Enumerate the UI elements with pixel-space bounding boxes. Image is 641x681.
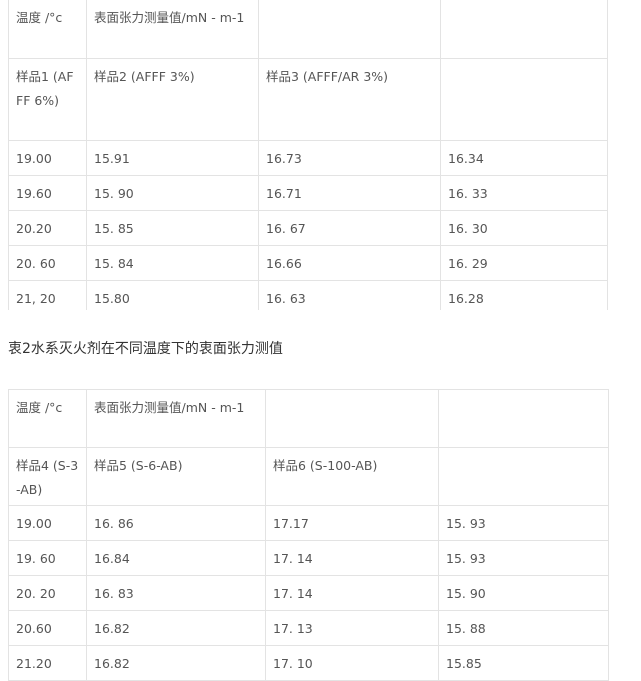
table-row: 20.20 15. 85 16. 67 16. 30	[8, 210, 608, 246]
cell: 19.00	[8, 505, 87, 541]
table-row: 19. 60 16.84 17. 14 15. 93	[8, 540, 609, 576]
header-cell: 表面张力测量值/mN - m-1	[86, 0, 259, 59]
surface-tension-table-1: 温度 /°c 表面张力测量值/mN - m-1 样品1 (AFFF 6%) 样品…	[8, 0, 608, 310]
table1-container: 温度 /°c 表面张力测量值/mN - m-1 样品1 (AFFF 6%) 样品…	[0, 0, 641, 310]
cell: 15. 84	[86, 245, 259, 281]
cell: 15. 93	[438, 540, 609, 576]
sample-cell: 样品1 (AFFF 6%)	[8, 58, 87, 141]
cell: 17. 14	[265, 575, 439, 611]
table-caption: 衷2水系灭火剂在不同温度下的衷面张力测值	[8, 341, 283, 357]
header-cell	[258, 0, 441, 59]
cell: 15. 93	[438, 505, 609, 541]
cell: 15. 90	[438, 575, 609, 611]
sample-row: 样品4 (S-3-AB) 样品5 (S-6-AB) 样品6 (S-100-AB)	[8, 447, 609, 506]
cell: 19.60	[8, 175, 87, 211]
cell: 16. 30	[440, 210, 608, 246]
table-row: 20. 20 16. 83 17. 14 15. 90	[8, 575, 609, 611]
cell: 16.34	[440, 140, 608, 176]
cell: 17. 13	[265, 610, 439, 646]
sample-cell: 样品5 (S-6-AB)	[86, 447, 266, 506]
header-cell	[438, 389, 609, 448]
sample-cell	[438, 447, 609, 506]
cell: 15.85	[438, 645, 609, 681]
cell: 16. 83	[86, 575, 266, 611]
cell: 16. 33	[440, 175, 608, 211]
sample-cell: 样品4 (S-3-AB)	[8, 447, 87, 506]
cell: 19.00	[8, 140, 87, 176]
cell: 15.91	[86, 140, 259, 176]
cell: 20. 20	[8, 575, 87, 611]
table-row: 19.00 16. 86 17.17 15. 93	[8, 505, 609, 541]
sample-row: 样品1 (AFFF 6%) 样品2 (AFFF 3%) 样品3 (AFFF/AR…	[8, 58, 608, 141]
cell: 16. 86	[86, 505, 266, 541]
header-cell: 温度 /°c	[8, 389, 87, 448]
cell: 21, 20	[8, 280, 87, 310]
cell: 16. 63	[258, 280, 441, 310]
cell: 20.60	[8, 610, 87, 646]
cell: 16.84	[86, 540, 266, 576]
cell: 21.20	[8, 645, 87, 681]
cell: 15.80	[86, 280, 259, 310]
cell: 17.17	[265, 505, 439, 541]
header-cell	[265, 389, 439, 448]
table-row: 19.00 15.91 16.73 16.34	[8, 140, 608, 176]
cell: 16.82	[86, 610, 266, 646]
table-row: 21.20 16.82 17. 10 15.85	[8, 645, 609, 681]
sample-cell: 样品6 (S-100-AB)	[265, 447, 439, 506]
header-row: 温度 /°c 表面张力测量值/mN - m-1	[8, 389, 609, 448]
cell: 20. 60	[8, 245, 87, 281]
header-cell	[440, 0, 608, 59]
cell: 16.82	[86, 645, 266, 681]
table-row: 20. 60 15. 84 16.66 16. 29	[8, 245, 608, 281]
cell: 16.28	[440, 280, 608, 310]
surface-tension-table-2: 温度 /°c 表面张力测量值/mN - m-1 样品4 (S-3-AB) 样品5…	[8, 389, 609, 681]
sample-cell: 样品2 (AFFF 3%)	[86, 58, 259, 141]
table-row: 20.60 16.82 17. 13 15. 88	[8, 610, 609, 646]
cell: 15. 88	[438, 610, 609, 646]
header-row: 温度 /°c 表面张力测量值/mN - m-1	[8, 0, 608, 59]
cell: 17. 10	[265, 645, 439, 681]
table-row: 21, 20 15.80 16. 63 16.28	[8, 280, 608, 310]
cell: 15. 85	[86, 210, 259, 246]
cell: 17. 14	[265, 540, 439, 576]
sample-cell: 样品3 (AFFF/AR 3%)	[258, 58, 441, 141]
cell: 16. 67	[258, 210, 441, 246]
sample-cell	[440, 58, 608, 141]
cell: 16.73	[258, 140, 441, 176]
cell: 19. 60	[8, 540, 87, 576]
header-cell: 温度 /°c	[8, 0, 87, 59]
table-row: 19.60 15. 90 16.71 16. 33	[8, 175, 608, 211]
header-cell: 表面张力测量值/mN - m-1	[86, 389, 266, 448]
cell: 15. 90	[86, 175, 259, 211]
cell: 16.71	[258, 175, 441, 211]
cell: 20.20	[8, 210, 87, 246]
cell: 16. 29	[440, 245, 608, 281]
cell: 16.66	[258, 245, 441, 281]
